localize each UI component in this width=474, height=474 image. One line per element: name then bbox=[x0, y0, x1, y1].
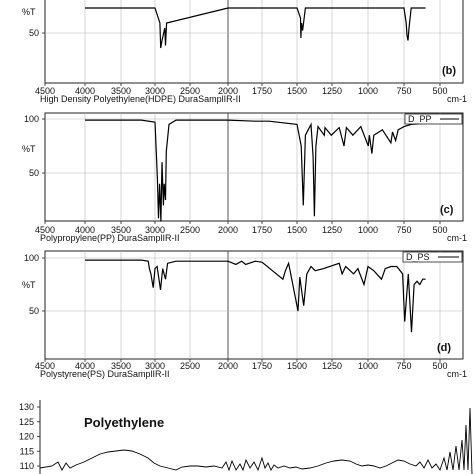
panel-b-plot-area bbox=[44, 0, 464, 84]
x-tick-label: 4000 bbox=[75, 225, 95, 235]
x-tick-label: 4500 bbox=[35, 225, 55, 235]
panel-b-x-ticks: 4500 4000 3500 3000 2500 2000 1750 1500 1250 1000… bbox=[35, 83, 448, 96]
panel-d-spectrum-line bbox=[85, 259, 426, 333]
x-tick-label: 4000 bbox=[75, 86, 95, 96]
x-tick-label: 500 bbox=[432, 225, 447, 235]
y-tick-label: 50 bbox=[29, 28, 39, 38]
panel-e-spectrum-line bbox=[39, 407, 473, 474]
x-tick-label: 1750 bbox=[252, 225, 272, 235]
x-tick-label: 2000 bbox=[218, 361, 238, 371]
y-tick-label: 130 bbox=[19, 402, 34, 412]
panel-d-plot-area bbox=[44, 250, 464, 360]
panel-d-label: (d) bbox=[437, 342, 451, 354]
x-tick-label: 750 bbox=[396, 86, 411, 96]
y-tick-label: 50 bbox=[29, 168, 39, 178]
panel-b-xunit: cm-1 bbox=[447, 94, 467, 104]
x-tick-label: 2500 bbox=[180, 225, 200, 235]
panel-c-x-ticks: 4500 4000 3500 3000 2500 2000 1750 1500 1250 1000… bbox=[35, 221, 448, 235]
x-tick-label: 1500 bbox=[287, 225, 307, 235]
x-tick-label: 3500 bbox=[111, 86, 131, 96]
panel-c-label: (c) bbox=[440, 204, 454, 216]
panel-c-legend-label: D_PP bbox=[408, 114, 432, 124]
panel-b-caption: High Density Polyethylene(HDPE) DuraSamp… bbox=[40, 94, 241, 104]
x-tick-label: 4500 bbox=[35, 361, 55, 371]
panel-d-legend-label: D_PS bbox=[406, 252, 430, 262]
x-tick-label: 750 bbox=[396, 361, 411, 371]
panel-c-xunit: cm-1 bbox=[447, 233, 467, 243]
x-tick-label: 1000 bbox=[358, 225, 378, 235]
panel-d-y-ticks: 100 50 bbox=[24, 253, 45, 316]
panel-b-label: (b) bbox=[442, 65, 456, 77]
panel-c-spectrum-line bbox=[85, 119, 426, 222]
panel-c-caption: Polypropylene(PP) DuraSamplIR-II bbox=[40, 233, 180, 243]
panel-b-spectrum-line bbox=[85, 7, 426, 49]
x-tick-label: 1500 bbox=[287, 361, 307, 371]
y-tick-label: 110 bbox=[20, 461, 34, 471]
panel-d-ylabel: %T bbox=[22, 280, 36, 290]
x-tick-label: 1250 bbox=[322, 225, 342, 235]
panel-c-y-ticks: 100 50 bbox=[24, 114, 45, 178]
panel-c-legend-box bbox=[404, 113, 463, 125]
y-tick-label: 115 bbox=[20, 446, 34, 456]
x-tick-label: 4500 bbox=[35, 86, 55, 96]
panel-d-legend: D_PS bbox=[402, 251, 463, 263]
panel-c-ylabel: %T bbox=[22, 144, 36, 154]
panel-d-grid bbox=[45, 251, 463, 359]
panel-b-y-ticks: 50 bbox=[29, 28, 45, 38]
x-tick-label: 1000 bbox=[358, 361, 378, 371]
x-tick-label: 750 bbox=[396, 225, 411, 235]
x-tick-label: 3500 bbox=[111, 361, 131, 371]
x-tick-label: 4000 bbox=[75, 361, 95, 371]
x-tick-label: 3000 bbox=[145, 225, 165, 235]
y-tick-label: 120 bbox=[19, 432, 34, 442]
y-tick-label: 50 bbox=[29, 306, 39, 316]
panel-e-y-ticks: 130 125 120 115 110 bbox=[19, 402, 40, 471]
x-tick-label: 1500 bbox=[287, 86, 307, 96]
x-tick-label: 500 bbox=[432, 86, 447, 96]
x-tick-label: 1750 bbox=[252, 361, 272, 371]
x-tick-label: 1250 bbox=[322, 361, 342, 371]
panel-d-legend-box bbox=[402, 251, 463, 263]
y-tick-label: 125 bbox=[19, 417, 34, 427]
x-tick-label: 1750 bbox=[252, 86, 272, 96]
panel-d-caption: Polystyrene(PS) DuraSamplIR-II bbox=[40, 369, 170, 379]
panel-d-xunit: cm-1 bbox=[447, 369, 467, 379]
x-tick-label: 2500 bbox=[180, 86, 200, 96]
x-tick-label: 3500 bbox=[111, 225, 131, 235]
panel-b-ylabel: %T bbox=[22, 7, 36, 17]
x-tick-label: 2500 bbox=[180, 361, 200, 371]
panel-e: 130 125 120 115 110 Polyethylene bbox=[19, 400, 473, 474]
x-tick-label: 1000 bbox=[358, 86, 378, 96]
panel-e-title: Polyethylene bbox=[84, 415, 164, 430]
panel-b: 4500 4000 3500 3000 2500 2000 1750 1500 1250 1000… bbox=[22, 0, 467, 104]
x-tick-label: 3000 bbox=[145, 86, 165, 96]
panel-d-x-ticks: 4500 4000 3500 3000 2500 2000 1750 1500 1250 1000… bbox=[35, 359, 448, 371]
panel-c-plot-area bbox=[44, 112, 464, 222]
panel-d: 4500 4000 3500 3000 2500 2000 1750 1500 1250 1000… bbox=[22, 250, 467, 379]
y-tick-label: 100 bbox=[24, 253, 39, 263]
panel-c-legend: D_PP bbox=[404, 113, 463, 125]
x-tick-label: 1250 bbox=[322, 86, 342, 96]
x-tick-label: 2000 bbox=[218, 225, 238, 235]
panel-c: 4500 4000 3500 3000 2500 2000 1750 1500 1250 1000… bbox=[22, 112, 467, 243]
y-tick-label: 100 bbox=[24, 114, 39, 124]
x-tick-label: 500 bbox=[432, 361, 447, 371]
x-tick-label: 2000 bbox=[218, 86, 238, 96]
panel-b-grid bbox=[45, 0, 463, 83]
x-tick-label: 3000 bbox=[145, 361, 165, 371]
